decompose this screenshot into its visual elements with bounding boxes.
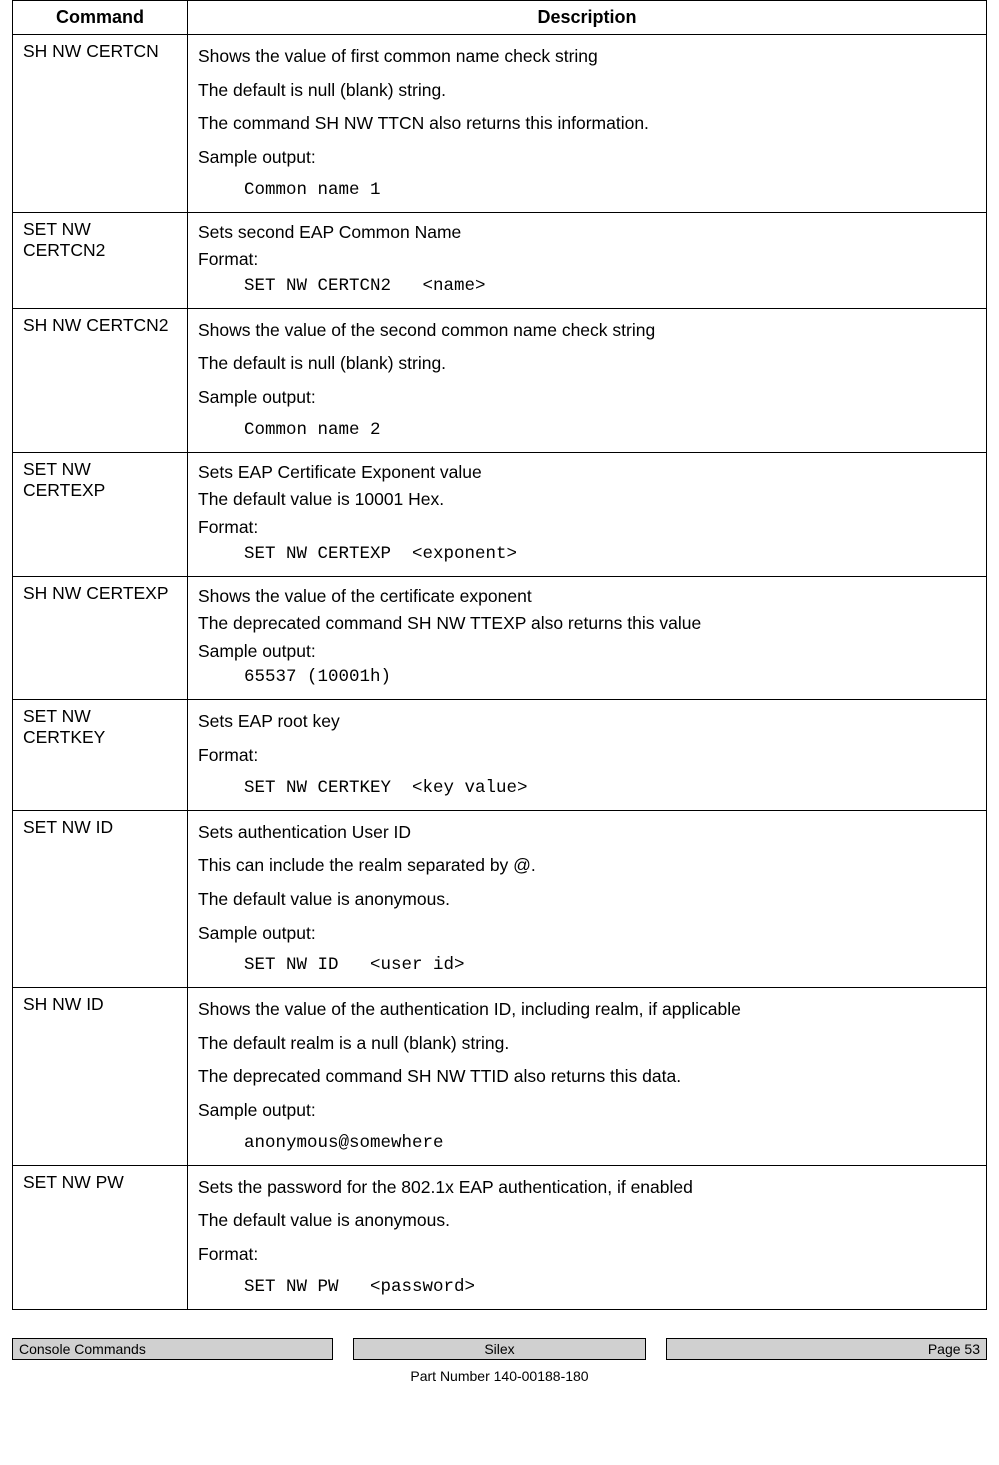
description-line: Sample output: [198, 922, 976, 946]
description-cell: Sets EAP Certificate Exponent value The d… [188, 452, 987, 576]
description-line: Sample output: [198, 386, 976, 410]
code-sample: Common name 2 [244, 420, 976, 440]
description-line: The deprecated command SH NW TTEXP also … [198, 612, 976, 636]
table-row: SET NW ID Sets authentication User ID This… [13, 810, 987, 988]
footer-page-number: Page 53 [666, 1338, 987, 1360]
code-sample: anonymous@somewhere [244, 1133, 976, 1153]
description-cell: Sets authentication User ID This can incl… [188, 810, 987, 988]
table-row: SH NW CERTCN2 Shows the value of the seco… [13, 308, 987, 452]
description-cell: Shows the value of the authentication ID… [188, 988, 987, 1166]
table-row: SH NW ID Shows the value of the authentic… [13, 988, 987, 1166]
code-sample: SET NW CERTEXP <exponent> [244, 544, 976, 564]
command-cell: SET NW PW [13, 1165, 188, 1309]
command-cell: SH NW ID [13, 988, 188, 1166]
description-line: Format: [198, 248, 976, 272]
header-description: Description [188, 1, 987, 35]
description-line: Shows the value of first common name che… [198, 45, 976, 69]
description-line: The default value is 10001 Hex. [198, 488, 976, 512]
description-cell: Sets second EAP Common Name Format: SET NW… [188, 212, 987, 308]
description-line: Sets authentication User ID [198, 821, 976, 845]
code-sample: SET NW CERTCN2 <name> [244, 276, 976, 296]
description-line: Sets EAP root key [198, 710, 976, 734]
table-row: SET NW CERTKEY Sets EAP root key Format: SE… [13, 700, 987, 810]
description-line: Sets EAP Certificate Exponent value [198, 461, 976, 485]
description-line: Format: [198, 516, 976, 540]
table-row: SH NW CERTCN Shows the value of first com… [13, 35, 987, 213]
description-line: The default value is anonymous. [198, 888, 976, 912]
footer-company: Silex [353, 1338, 646, 1360]
description-line: The deprecated command SH NW TTID also r… [198, 1065, 976, 1089]
table-row: SET NW PW Sets the password for the 802.1… [13, 1165, 987, 1309]
code-sample: SET NW CERTKEY <key value> [244, 778, 976, 798]
description-line: The default is null (blank) string. [198, 352, 976, 376]
description-cell: Sets EAP root key Format: SET NW CERTKEY <… [188, 700, 987, 810]
description-line: This can include the realm separated by … [198, 854, 976, 878]
description-line: Shows the value of the authentication ID… [198, 998, 976, 1022]
description-line: Sample output: [198, 640, 976, 664]
description-line: Sets second EAP Common Name [198, 221, 976, 245]
footer-section-label: Console Commands [12, 1338, 333, 1360]
command-cell: SH NW CERTCN2 [13, 308, 188, 452]
description-cell: Shows the value of first common name che… [188, 35, 987, 213]
command-cell: SET NW CERTEXP [13, 452, 188, 576]
description-cell: Sets the password for the 802.1x EAP aut… [188, 1165, 987, 1309]
description-line: The default realm is a null (blank) stri… [198, 1032, 976, 1056]
commands-table: Command Description SH NW CERTCN Shows th… [12, 0, 987, 1310]
footer-part-number: Part Number 140-00188-180 [12, 1368, 987, 1384]
header-command: Command [13, 1, 188, 35]
command-cell: SH NW CERTCN [13, 35, 188, 213]
description-line: Sets the password for the 802.1x EAP aut… [198, 1176, 976, 1200]
code-sample: Common name 1 [244, 180, 976, 200]
command-cell: SET NW CERTCN2 [13, 212, 188, 308]
table-row: SET NW CERTCN2Sets second EAP Common Nam… [13, 212, 987, 308]
description-line: Format: [198, 1243, 976, 1267]
code-sample: 65537 (10001h) [244, 667, 976, 687]
table-header-row: Command Description [13, 1, 987, 35]
description-cell: Shows the value of the second common nam… [188, 308, 987, 452]
description-line: Shows the value of the second common nam… [198, 319, 976, 343]
description-line: The default is null (blank) string. [198, 79, 976, 103]
page-footer: Console Commands Silex Page 53 Part Numb… [12, 1338, 987, 1384]
table-row: SH NW CERTEXP Shows the value of the cert… [13, 576, 987, 700]
description-line: Shows the value of the certificate expon… [198, 585, 976, 609]
description-line: The default value is anonymous. [198, 1209, 976, 1233]
command-cell: SET NW ID [13, 810, 188, 988]
description-line: Sample output: [198, 146, 976, 170]
description-line: Format: [198, 744, 976, 768]
command-cell: SET NW CERTKEY [13, 700, 188, 810]
code-sample: SET NW PW <password> [244, 1277, 976, 1297]
command-cell: SH NW CERTEXP [13, 576, 188, 700]
description-line: Sample output: [198, 1099, 976, 1123]
description-line: The command SH NW TTCN also returns this… [198, 112, 976, 136]
code-sample: SET NW ID <user id> [244, 955, 976, 975]
table-row: SET NW CERTEXPSets EAP Certificate Expon… [13, 452, 987, 576]
description-cell: Shows the value of the certificate expon… [188, 576, 987, 700]
